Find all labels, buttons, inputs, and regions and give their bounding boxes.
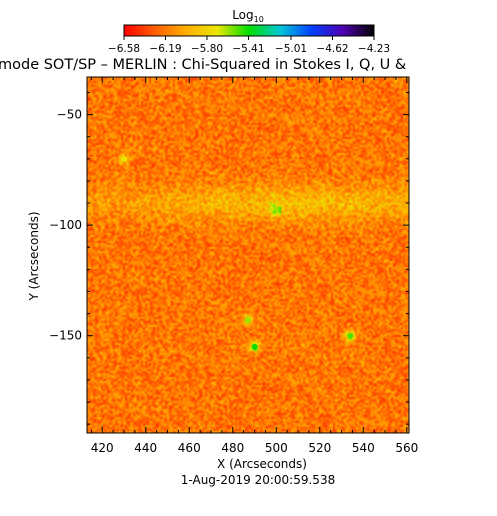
y-tick-label: −50 <box>57 108 82 122</box>
x-axis: 420 440 460 480 500 520 540 560 <box>91 77 418 455</box>
y-tick-label: −150 <box>49 329 82 343</box>
y-axis: −50 −100 −150 <box>49 91 409 425</box>
colorbar-tick-label: −5.41 <box>232 43 264 55</box>
y-axis-label: Y (Arcseconds) <box>27 211 41 301</box>
y-tick-label: −100 <box>49 218 82 232</box>
colorbar-ticks: −6.58 −6.19 −5.80 −5.41 −5.01 −4.62 −4.23 <box>108 36 390 55</box>
colorbar-tick-label: −5.80 <box>191 43 223 55</box>
colorbar-label-subscript: 10 <box>254 15 264 24</box>
heatmap-feature <box>347 332 354 339</box>
colorbar-tick-label: −5.01 <box>275 43 307 55</box>
x-tick-label: 420 <box>91 441 114 455</box>
heatmap-feature <box>273 206 280 213</box>
colorbar <box>123 24 375 37</box>
heatmap-feature <box>251 343 258 350</box>
x-tick-label: 480 <box>221 441 244 455</box>
x-tick-label: 540 <box>352 441 375 455</box>
x-axis-label: X (Arcseconds) <box>217 457 307 471</box>
timestamp-label: 1-Aug-2019 20:00:59.538 <box>181 473 335 487</box>
x-tick-label: 460 <box>178 441 201 455</box>
feature-layer <box>120 155 354 350</box>
x-tick-label: 500 <box>265 441 288 455</box>
colorbar-label: Log10 <box>232 8 264 24</box>
colorbar-tick-label: −6.19 <box>149 43 181 55</box>
plot-frame <box>86 76 410 434</box>
colorbar-tick-label: −4.23 <box>358 43 390 55</box>
heatmap-feature <box>245 317 251 324</box>
heatmap-image <box>87 77 409 433</box>
colorbar-tick-label: −6.58 <box>108 43 140 55</box>
x-tick-label: 560 <box>395 441 418 455</box>
x-tick-label: 520 <box>308 441 331 455</box>
plot-area <box>86 76 410 434</box>
colorbar-tick-label: −4.62 <box>316 43 348 55</box>
x-tick-label: 440 <box>134 441 157 455</box>
chart-title: mode SOT/SP – MERLIN : Chi-Squared in St… <box>0 57 406 73</box>
heatmap-feature <box>120 155 127 162</box>
